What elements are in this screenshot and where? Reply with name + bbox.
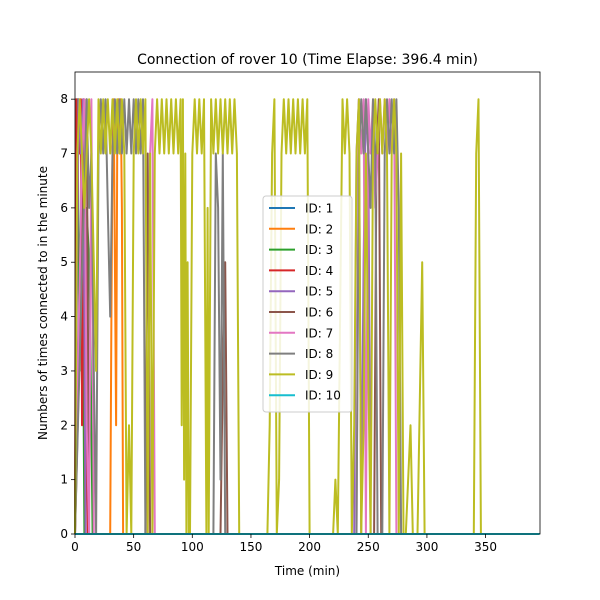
- x-axis-label: Time (min): [274, 564, 340, 578]
- x-tick-label: 50: [126, 540, 141, 554]
- legend: ID: 1 ID: 2 ID: 3 ID: 4 ID: 5 ID: 6 ID: 7 ID: 8…: [262, 195, 353, 413]
- legend-label-4: ID: 4: [305, 264, 333, 278]
- legend-label-6: ID: 6: [305, 306, 333, 320]
- legend-label-3: ID: 3: [305, 243, 333, 257]
- y-tick-label: 5: [60, 255, 68, 269]
- legend-label-8: ID: 8: [305, 347, 333, 361]
- x-tick-label: 200: [298, 540, 321, 554]
- y-tick-label: 7: [60, 147, 68, 161]
- x-tick-label: 0: [71, 540, 79, 554]
- x-tick-label: 350: [474, 540, 497, 554]
- x-tick-label: 150: [240, 540, 263, 554]
- legend-label-1: ID: 1: [305, 202, 333, 216]
- y-tick-label: 8: [60, 92, 68, 106]
- y-tick-label: 4: [60, 310, 68, 324]
- legend-label-5: ID: 5: [305, 285, 333, 299]
- chart-title: Connection of rover 10 (Time Elapse: 396…: [137, 52, 478, 68]
- legend-label-2: ID: 2: [305, 222, 333, 236]
- x-axis-ticks: 0 50 100 150 200 250 300 350: [71, 534, 497, 554]
- y-axis-ticks: 0 1 2 3 4 5 6 7 8: [60, 92, 75, 541]
- x-tick-label: 250: [357, 540, 380, 554]
- y-tick-label: 2: [60, 418, 68, 432]
- plot-frame: [74, 71, 541, 535]
- y-axis-label: Numbers of times connected to in the min…: [36, 166, 50, 440]
- legend-label-10: ID: 10: [305, 389, 341, 403]
- legend-label-7: ID: 7: [305, 326, 333, 340]
- x-tick-label: 300: [415, 540, 438, 554]
- y-tick-label: 0: [60, 527, 68, 541]
- y-tick-label: 1: [60, 473, 68, 487]
- x-tick-label: 100: [181, 540, 204, 554]
- y-tick-label: 3: [60, 364, 68, 378]
- y-tick-label: 6: [60, 201, 68, 215]
- series-line-9: [74, 98, 540, 535]
- legend-label-9: ID: 9: [305, 368, 333, 382]
